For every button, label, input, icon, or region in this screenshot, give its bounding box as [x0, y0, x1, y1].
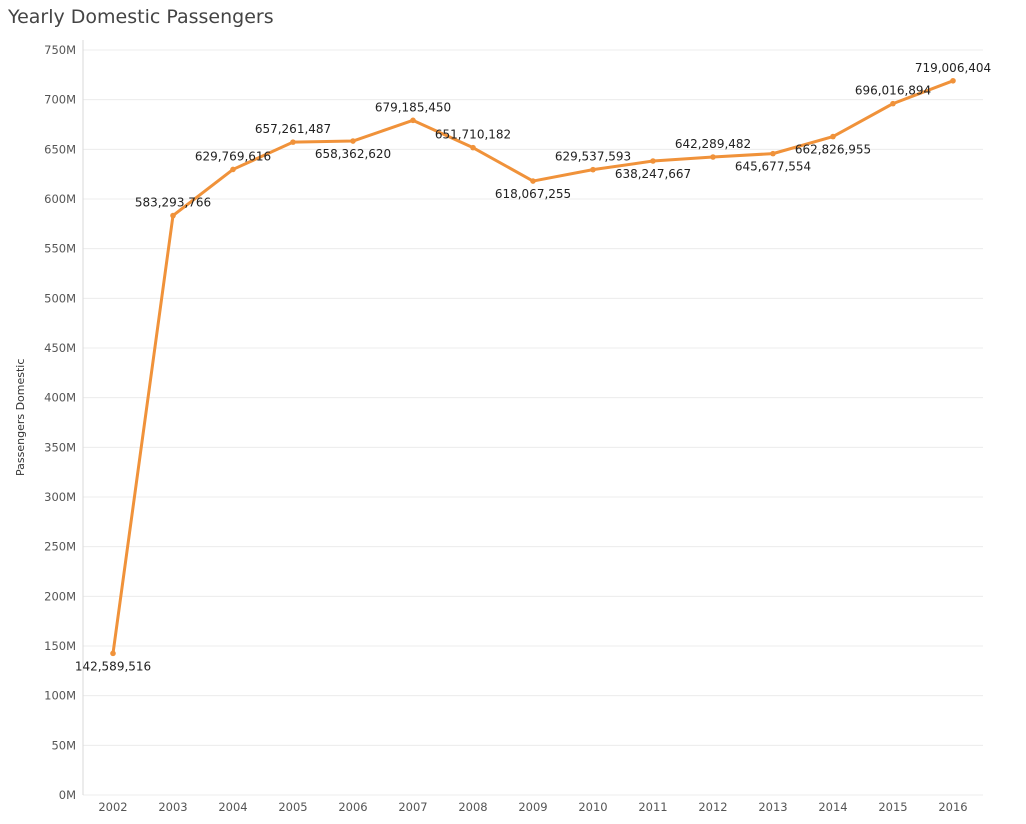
- x-ticks: 2002 2003 2004 2005 2006 2007 2008 2009 2010 2011…: [98, 800, 967, 814]
- data-label: 719,006,404: [915, 61, 991, 75]
- x-tick-label: 2002: [98, 800, 127, 814]
- x-tick-label: 2014: [818, 800, 847, 814]
- data-label: 629,769,616: [195, 149, 271, 163]
- data-point: [110, 650, 116, 657]
- data-label: 662,826,955: [795, 143, 871, 157]
- x-tick-label: 2010: [578, 800, 607, 814]
- x-tick-label: 2009: [518, 800, 547, 814]
- y-tick-label: 400M: [44, 391, 76, 405]
- x-tick-label: 2005: [278, 800, 307, 814]
- data-point: [770, 150, 776, 157]
- data-label: 658,362,620: [315, 147, 391, 161]
- y-tick-label: 500M: [44, 291, 76, 305]
- y-tick-label: 150M: [44, 639, 76, 653]
- data-point: [590, 166, 596, 173]
- x-tick-label: 2007: [398, 800, 427, 814]
- y-tick-label: 50M: [51, 738, 76, 752]
- data-label: 651,710,182: [435, 128, 511, 142]
- y-tick-label: 0M: [59, 788, 76, 802]
- data-label: 645,677,554: [735, 160, 811, 174]
- data-point: [410, 117, 416, 124]
- x-tick-label: 2003: [158, 800, 187, 814]
- y-tick-label: 550M: [44, 242, 76, 256]
- data-label: 583,293,766: [135, 196, 211, 210]
- data-labels: 142,589,516 583,293,766 629,769,616 657,261…: [75, 61, 991, 674]
- y-tick-label: 650M: [44, 142, 76, 156]
- data-point: [230, 166, 236, 173]
- chart-title: Yearly Domestic Passengers: [8, 6, 274, 28]
- y-tick-label: 600M: [44, 192, 76, 206]
- y-tick-label: 350M: [44, 440, 76, 454]
- data-point: [290, 139, 296, 145]
- data-label: 629,537,593: [555, 150, 631, 164]
- y-tick-label: 250M: [44, 540, 76, 554]
- y-tick-label: 300M: [44, 490, 76, 504]
- series-line: [111, 79, 955, 655]
- x-tick-label: 2004: [218, 800, 247, 814]
- data-label: 618,067,255: [495, 187, 571, 201]
- y-tick-label: 200M: [44, 589, 76, 603]
- data-label: 679,185,450: [375, 100, 451, 114]
- data-label: 638,247,667: [615, 167, 691, 181]
- data-label: 696,016,894: [855, 84, 931, 98]
- data-label: 142,589,516: [75, 659, 151, 673]
- grid-lines: [83, 49, 983, 796]
- y-tick-label: 100M: [44, 689, 76, 703]
- data-point: [530, 178, 536, 184]
- series: [110, 77, 956, 657]
- y-tick-label: 700M: [44, 93, 76, 107]
- data-label: 657,261,487: [255, 122, 331, 136]
- data-point: [890, 100, 896, 107]
- x-tick-label: 2006: [338, 800, 367, 814]
- data-point: [710, 154, 716, 160]
- x-tick-label: 2012: [698, 800, 727, 814]
- y-ticks: 0M 50M 100M 150M 200M 250M 300M 350M 400M 450M 500…: [44, 43, 76, 802]
- data-point: [170, 212, 176, 219]
- x-tick-label: 2011: [638, 800, 667, 814]
- x-tick-label: 2013: [758, 800, 787, 814]
- x-tick-label: 2016: [938, 800, 967, 814]
- data-point: [950, 77, 956, 84]
- data-point: [830, 133, 836, 140]
- data-point: [470, 144, 476, 151]
- x-tick-label: 2008: [458, 800, 487, 814]
- data-point: [350, 138, 356, 144]
- y-tick-label: 450M: [44, 341, 76, 355]
- data-label: 642,289,482: [675, 137, 751, 151]
- data-point: [650, 158, 656, 164]
- y-tick-label: 750M: [44, 43, 76, 57]
- x-tick-label: 2015: [878, 800, 907, 814]
